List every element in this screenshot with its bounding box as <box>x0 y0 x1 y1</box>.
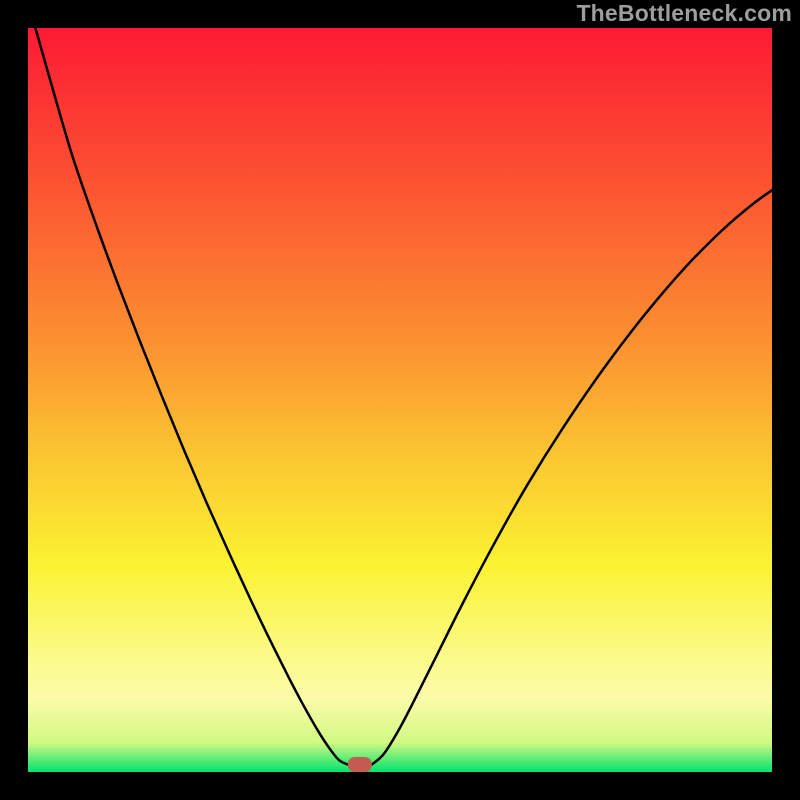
bottleneck-chart <box>0 0 800 800</box>
optimal-point-marker <box>348 757 372 772</box>
chart-container: TheBottleneck.com <box>0 0 800 800</box>
watermark-text: TheBottleneck.com <box>576 0 792 27</box>
plot-background <box>28 28 772 772</box>
